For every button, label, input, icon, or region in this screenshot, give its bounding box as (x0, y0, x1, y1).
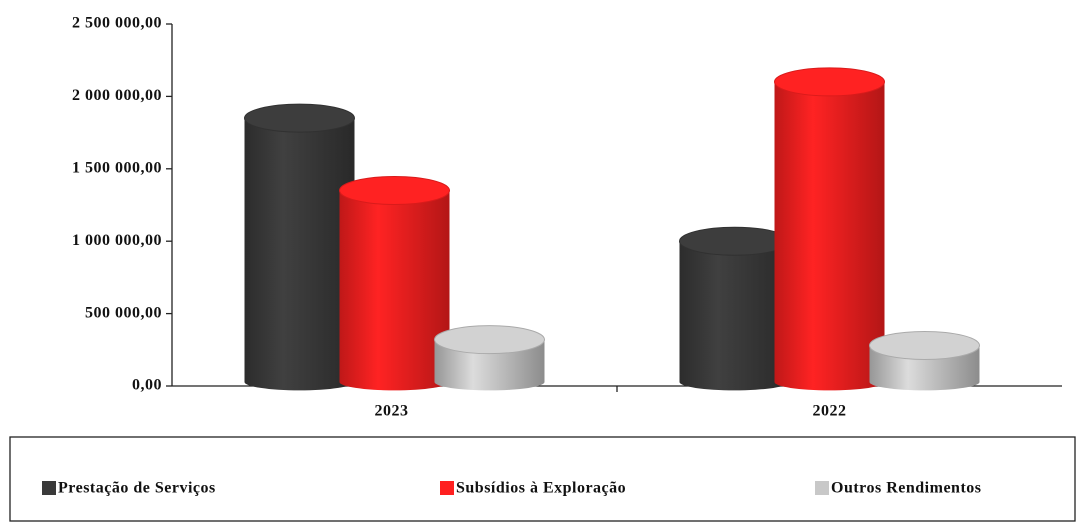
legend-swatch (440, 481, 454, 495)
y-tick-label: 2 500 000,00 (72, 15, 162, 32)
bar (339, 176, 450, 391)
x-tick-label: 2022 (813, 403, 847, 420)
legend-box (9, 436, 1076, 522)
bar-top (339, 176, 450, 206)
bar-top (869, 330, 980, 360)
bar-top (679, 226, 790, 256)
bar-top (244, 103, 355, 133)
legend-swatch (42, 481, 56, 495)
bar (244, 104, 355, 391)
y-tick-label: 500 000,00 (85, 304, 162, 321)
y-tick-label: 0,00 (132, 377, 162, 394)
bar (679, 227, 790, 391)
x-tick-label: 2023 (375, 403, 409, 420)
bar-top (434, 325, 545, 355)
y-tick-label: 1 500 000,00 (72, 159, 162, 176)
legend-label: Outros Rendimentos (831, 480, 982, 497)
y-tick-label: 1 000 000,00 (72, 232, 162, 249)
legend-label: Subsídios à Exploração (456, 480, 626, 497)
legend-swatch (815, 481, 829, 495)
legend-label: Prestação de Serviços (58, 480, 216, 497)
y-tick-label: 2 000 000,00 (72, 87, 162, 104)
bar (774, 67, 885, 391)
bar-top (774, 67, 885, 97)
